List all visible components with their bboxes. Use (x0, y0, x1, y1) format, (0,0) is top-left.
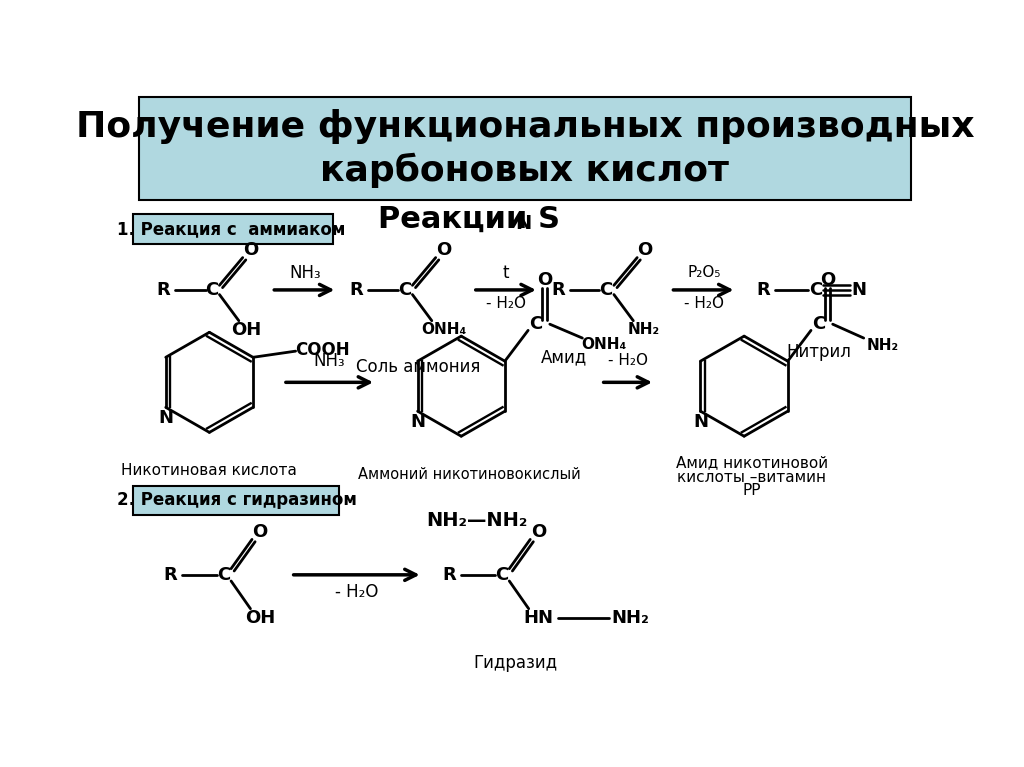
Text: R: R (156, 281, 170, 299)
Text: Получение функциональных производных
карбоновых кислот: Получение функциональных производных кар… (76, 109, 974, 188)
Text: O: O (819, 271, 835, 288)
Text: R: R (551, 281, 565, 299)
Text: NH₂—NH₂: NH₂—NH₂ (426, 512, 527, 531)
Text: PP: PP (742, 483, 761, 499)
Text: NH₃: NH₃ (313, 352, 345, 370)
Text: - H₂O: - H₂O (684, 296, 724, 311)
Text: O: O (243, 241, 258, 259)
Text: ONH₄: ONH₄ (422, 322, 467, 337)
Text: HN: HN (523, 609, 554, 627)
Bar (133, 486, 339, 515)
Text: R: R (757, 281, 770, 299)
Text: - H₂O: - H₂O (486, 296, 526, 311)
Text: R: R (442, 566, 457, 584)
Text: N: N (411, 413, 425, 431)
Text: C: C (599, 281, 612, 299)
Text: N: N (515, 214, 531, 233)
Text: кислоты –витамин: кислоты –витамин (677, 469, 826, 485)
Text: C: C (809, 281, 822, 299)
Text: R: R (164, 566, 177, 584)
Text: C: C (812, 315, 825, 333)
Text: O: O (637, 241, 652, 259)
Text: R: R (350, 281, 364, 299)
Text: - H₂O: - H₂O (608, 354, 648, 368)
Text: C: C (495, 566, 508, 584)
Bar (139, 97, 910, 200)
Text: 1. Реакция с  аммиаком: 1. Реакция с аммиаком (117, 220, 345, 238)
Text: N: N (851, 281, 866, 299)
Text: ONH₄: ONH₄ (582, 337, 627, 352)
Text: O: O (252, 522, 267, 541)
Text: - H₂O: - H₂O (335, 583, 378, 601)
Text: Никотиновая кислота: Никотиновая кислота (122, 463, 297, 479)
Text: Реакции S: Реакции S (378, 205, 560, 234)
Text: C: C (205, 281, 218, 299)
Text: 2. Реакция с гидразином: 2. Реакция с гидразином (117, 491, 356, 509)
Text: OH: OH (245, 609, 274, 627)
Text: NH₃: NH₃ (289, 264, 321, 282)
Text: t: t (503, 264, 510, 282)
Text: C: C (398, 281, 412, 299)
Text: NH₂: NH₂ (628, 322, 660, 337)
Text: OH: OH (231, 321, 262, 339)
Text: C: C (529, 315, 543, 333)
Text: O: O (436, 241, 451, 259)
Text: Гидразид: Гидразид (473, 654, 557, 673)
Text: P₂O₅: P₂O₅ (687, 265, 721, 281)
Text: N: N (159, 409, 173, 427)
Text: NH₂: NH₂ (611, 609, 649, 627)
Text: C: C (217, 566, 230, 584)
Text: NH₂: NH₂ (866, 338, 898, 354)
Text: Нитрил: Нитрил (786, 343, 852, 360)
Text: Аммоний никотиновокислый: Аммоний никотиновокислый (357, 467, 581, 482)
Text: Соль аммония: Соль аммония (356, 358, 481, 376)
Text: N: N (693, 413, 708, 431)
Text: O: O (537, 271, 552, 288)
Text: Амид: Амид (542, 349, 588, 367)
Text: Амид никотиновой: Амид никотиновой (676, 456, 828, 471)
Text: COOH: COOH (296, 341, 350, 359)
Text: O: O (531, 522, 547, 541)
Bar (133, 215, 334, 244)
